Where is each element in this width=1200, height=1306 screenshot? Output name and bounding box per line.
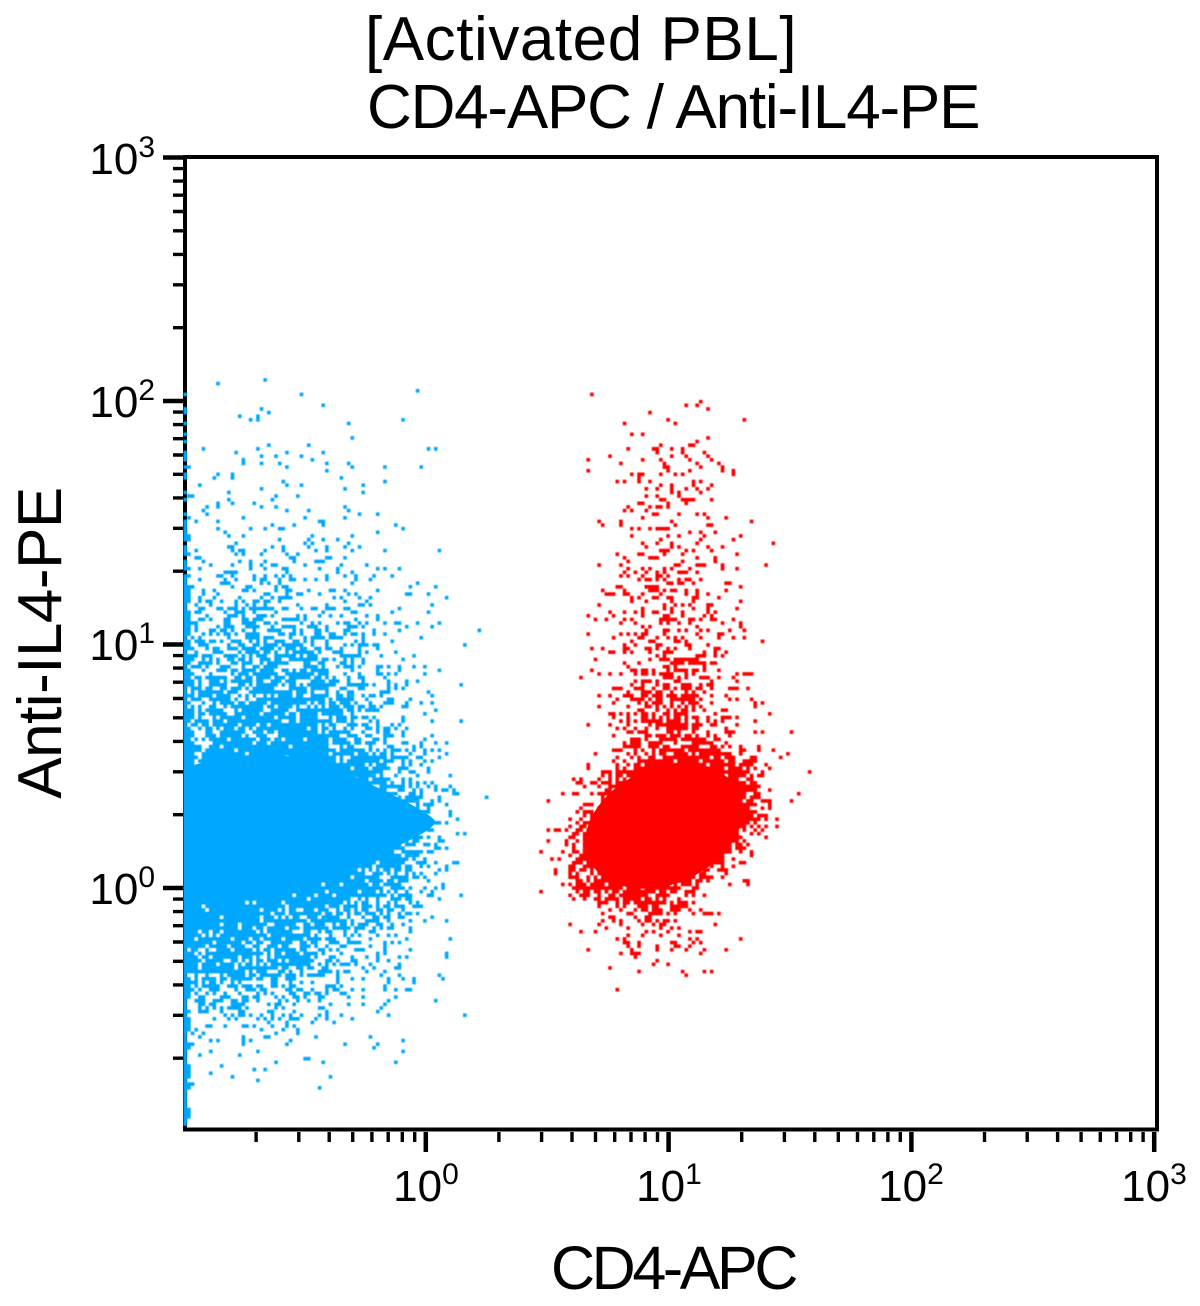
svg-text:101: 101 (636, 1158, 702, 1211)
svg-text:101: 101 (89, 617, 155, 670)
svg-text:102: 102 (89, 374, 155, 427)
svg-text:100: 100 (393, 1158, 459, 1211)
svg-text:Anti-IL4-PE: Anti-IL4-PE (6, 487, 75, 799)
svg-text:102: 102 (878, 1158, 944, 1211)
svg-text:103: 103 (89, 131, 155, 184)
svg-text:103: 103 (1121, 1158, 1187, 1211)
svg-text:[Activated PBL]: [Activated PBL] (365, 5, 797, 74)
svg-text:CD4-APC / Anti-IL4-PE: CD4-APC / Anti-IL4-PE (367, 73, 979, 142)
svg-text:CD4-APC: CD4-APC (551, 1234, 796, 1302)
svg-text:100: 100 (89, 861, 155, 914)
